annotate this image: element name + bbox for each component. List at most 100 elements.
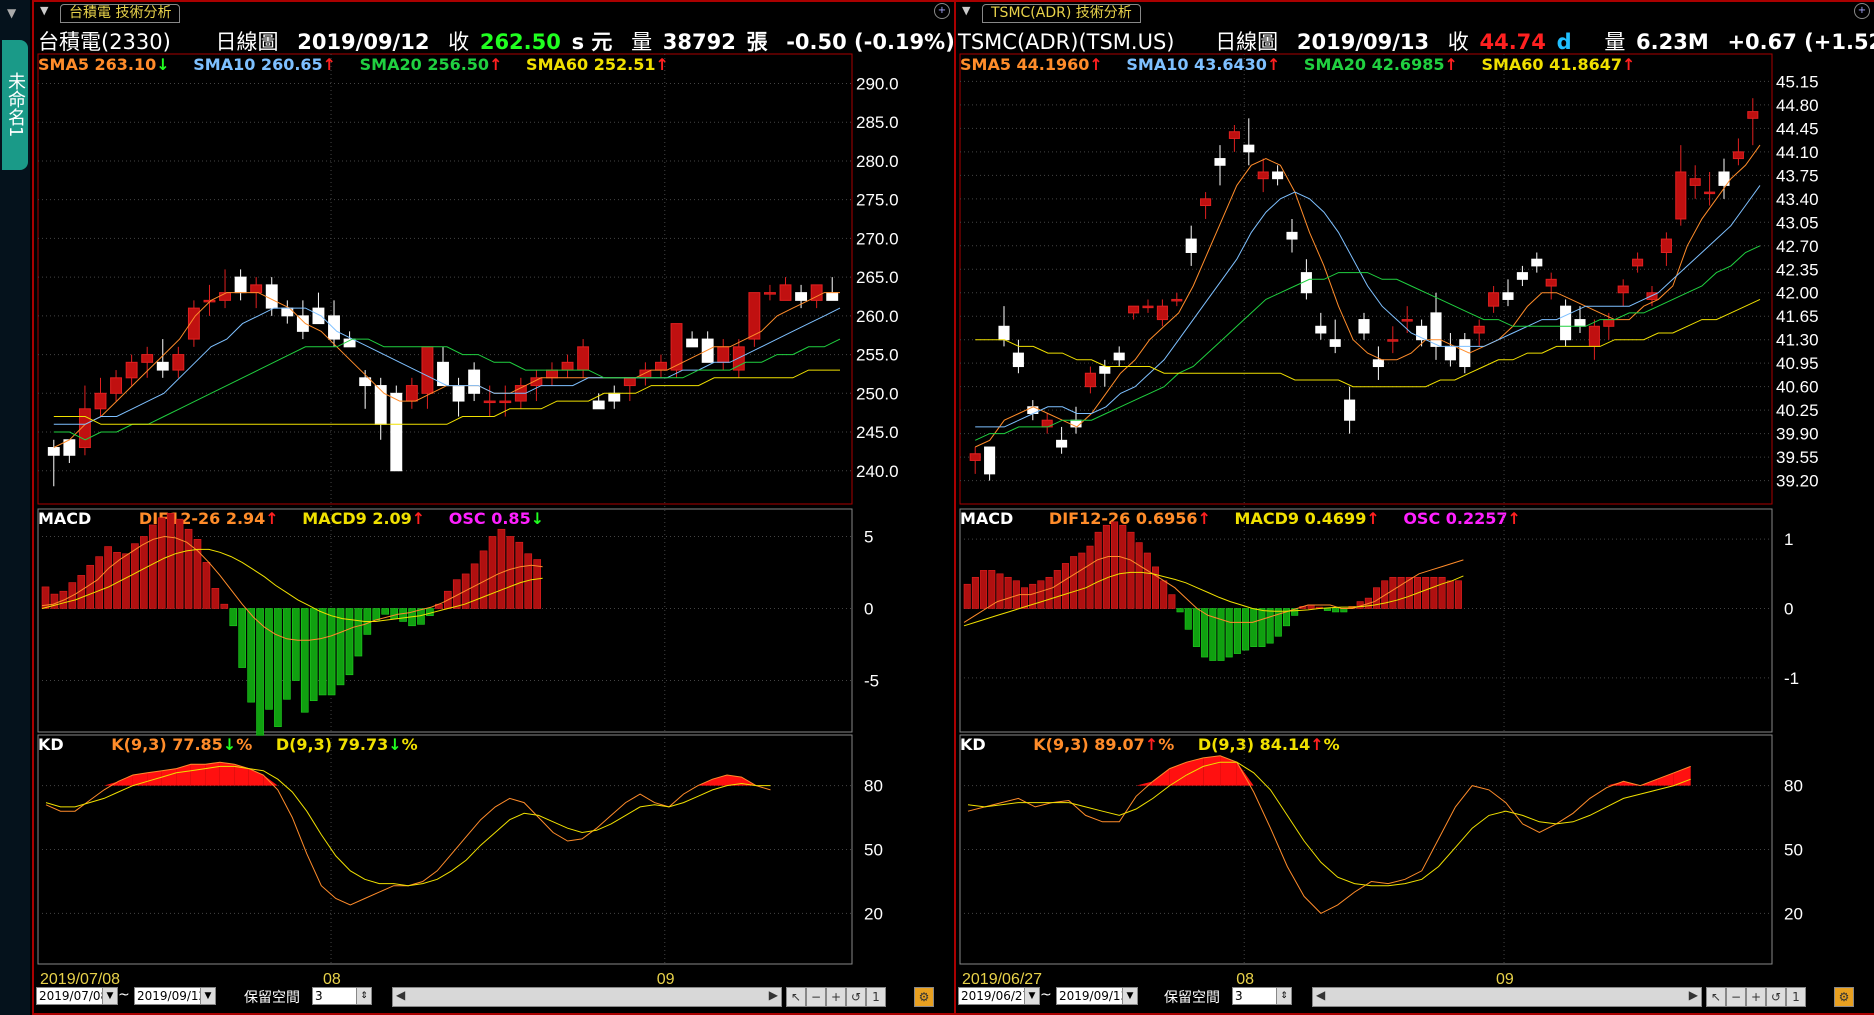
candle-body [1718,171,1730,186]
reserve-space-label: 保留空間 [1164,990,1220,1006]
macd-osc-bar [345,608,354,676]
page-one-icon[interactable]: 1 [1786,987,1806,1007]
volume-value: 38792 [662,30,736,54]
zoom-out-icon[interactable]: − [806,987,826,1007]
cursor-tool-icon[interactable]: ↖ [1706,987,1726,1007]
macd-osc-bar [318,608,327,696]
from-date-select[interactable]: 2019/07/08 ▼ [36,987,118,1005]
to-date-select[interactable]: 2019/09/12 ▼ [134,987,216,1005]
candle-body [795,292,808,301]
zoom-out-icon[interactable]: − [1726,987,1746,1007]
candle-body [1430,312,1442,347]
price-tick-label: 44.80 [1776,96,1819,115]
candle-body [1113,352,1125,361]
candle-body [1272,171,1284,180]
kd-overbought-fill [147,770,162,786]
macd-osc-bar [1201,608,1209,658]
kd-overbought-fill [190,764,206,786]
macd-frame [37,508,853,733]
macd-osc-bar [104,546,112,609]
settings-icon[interactable]: ⚙ [914,987,934,1007]
candle-body [296,315,309,332]
cursor-tool-icon[interactable]: ↖ [786,987,806,1007]
workspace-tab[interactable]: 未命名1 [2,40,28,170]
zoom-icon[interactable]: + [934,3,950,19]
from-date-select[interactable]: 2019/06/27 ▼ [958,987,1040,1005]
macd-osc-bar [1266,608,1274,644]
macd-osc-bar [50,593,59,609]
candle-body [421,346,434,394]
zoom-in-icon[interactable]: + [826,987,846,1007]
candle-body [312,307,325,325]
panel-menu-arrow-icon[interactable]: ▼ [962,4,971,17]
x-axis-start-label: 2019/06/27 [962,971,1042,988]
page-one-icon[interactable]: 1 [866,987,886,1007]
chart-canvas-right[interactable]: 45.15 44.80 44.45 44.10 43.75 43.40 43.05 42.70… [956,2,1874,1013]
candle-body [1444,345,1456,361]
zoom-in-icon[interactable]: + [1746,987,1766,1007]
reset-icon[interactable]: ↺ [1766,987,1786,1007]
quote-header: TSMC(ADR)(TSM.US) 日線圖 2019/09/13 收 44.74… [958,26,1874,54]
candle-body [1660,238,1672,253]
macd-tick-label: 0 [1784,600,1793,619]
stock-name: TSMC(ADR)(TSM.US) [958,30,1175,54]
candle-body [1588,325,1600,347]
price-tick-label: 250.0 [856,384,899,403]
macd-osc-bar [1102,524,1110,609]
macd-legend: MACD DIF12-26 0.6956↑ MACD9 0.4699↑ OSC … [960,509,1521,528]
macd-osc-bar [1340,608,1348,613]
price-tick-label: 39.20 [1776,472,1819,491]
price-tick-label: 245.0 [856,423,899,442]
zoom-icon[interactable]: + [1854,3,1870,19]
macd-frame [959,508,1773,733]
price-tick-label: 44.10 [1776,143,1819,162]
candle-body [1358,319,1370,334]
reserve-space-stepper[interactable]: 3 ⇕ [312,987,372,1005]
kd-overbought-fill [161,768,177,786]
candle-body [998,325,1010,341]
panel-menu-arrow-icon[interactable]: ▼ [40,4,49,17]
macd-osc-bar [417,608,425,625]
macd-osc-bar [1397,576,1405,609]
macd-osc-bar [1029,583,1037,609]
collapse-arrow-icon[interactable]: ▼ [7,6,17,20]
scroll-right-icon: ▶ [1688,988,1698,1002]
price-tick-label: 40.95 [1776,354,1819,373]
x-axis-start-label: 2019/07/08 [40,971,120,988]
price-tick-label: 43.75 [1776,166,1819,185]
time-scrollbar[interactable]: ◀ ▶ [392,987,782,1007]
macd-osc-bar [1405,576,1413,609]
kd-tick-label: 80 [1784,777,1803,796]
kd-overbought-fill [234,764,249,786]
macd-osc-bar [166,513,175,609]
close-price: 262.50 [479,30,561,54]
candle-body [47,447,60,456]
candle-body [1545,278,1557,287]
reserve-space-stepper[interactable]: 3 ⇕ [1232,987,1292,1005]
volume-value: 6.23M [1636,30,1709,54]
close-label: 收 [1447,30,1469,54]
to-date-select[interactable]: 2019/09/13 ▼ [1056,987,1138,1005]
macd-osc-bar [1021,587,1029,609]
candle-body [1689,178,1701,186]
sma10-label: SMA10 260.65↑ [193,55,337,74]
panel-tab-title[interactable]: 台積電 技術分析 [60,4,181,23]
candle-body [1056,439,1068,448]
price-tick-label: 42.00 [1776,284,1819,303]
macd-osc-bar [292,608,300,681]
range-tilde: ~ [118,987,130,1003]
candle-body [779,284,792,301]
price-change: -0.50 (-0.19%) [786,30,955,54]
price-tick-label: 260.0 [856,307,899,326]
kd-tick-label: 20 [1784,904,1803,923]
kd-frame [959,734,1773,965]
candle-body [546,369,558,379]
time-scrollbar[interactable]: ◀ ▶ [1312,987,1702,1007]
settings-icon[interactable]: ⚙ [1834,987,1854,1007]
chart-canvas-left[interactable]: 290.0 285.0 280.0 275.0 270.0 265.0 260.0 255.0… [34,2,954,1013]
reset-icon[interactable]: ↺ [846,987,866,1007]
macd-osc-bar [399,608,407,622]
macd-osc-bar [488,536,497,609]
candle-body [110,377,123,394]
panel-tab-title[interactable]: TSMC(ADR) 技術分析 [982,4,1141,23]
